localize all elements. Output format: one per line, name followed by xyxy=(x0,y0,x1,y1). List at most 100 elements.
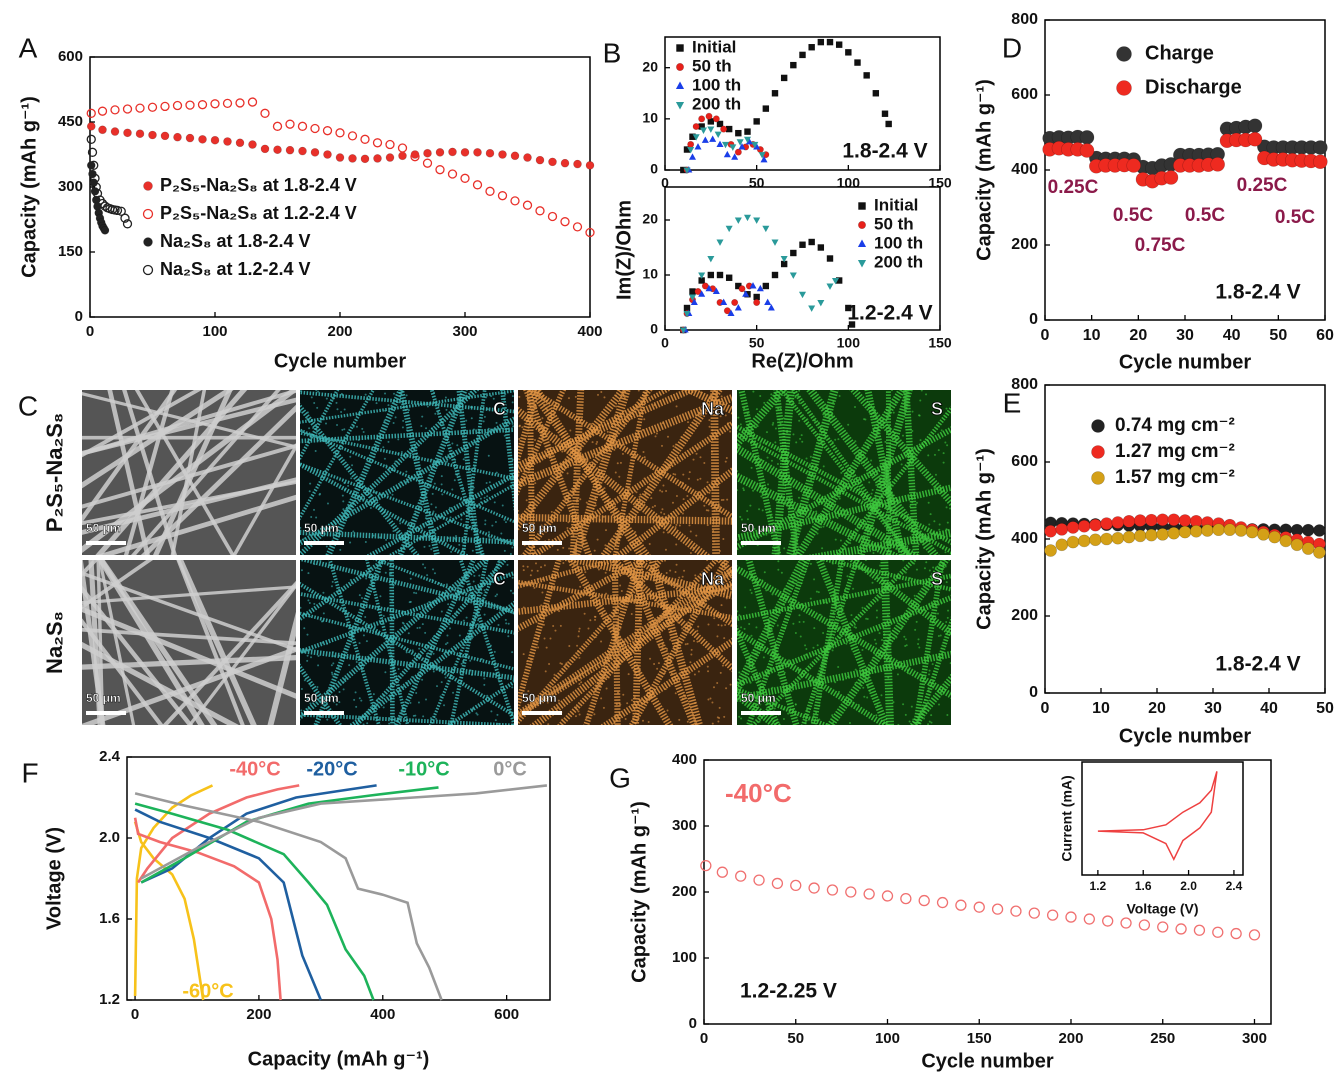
speckle xyxy=(370,507,372,509)
marker xyxy=(808,239,814,245)
speckle xyxy=(752,391,754,393)
speckle xyxy=(765,589,767,591)
speckle xyxy=(618,476,620,478)
speckle xyxy=(449,507,451,509)
speckle xyxy=(699,478,701,480)
speckle xyxy=(373,693,375,695)
speckle xyxy=(473,575,475,577)
marker xyxy=(708,272,714,278)
speckle xyxy=(690,552,692,554)
marker xyxy=(399,144,407,152)
speckle xyxy=(495,719,497,721)
marker xyxy=(687,141,693,147)
speckle xyxy=(327,502,329,504)
marker xyxy=(1011,906,1021,916)
speckle xyxy=(897,724,899,726)
marker xyxy=(1078,520,1090,532)
element-label: C xyxy=(493,569,506,589)
speckle xyxy=(486,495,488,497)
marker xyxy=(124,129,132,137)
speckle xyxy=(575,715,577,717)
marker xyxy=(536,207,544,215)
speckle xyxy=(615,471,617,473)
speckle xyxy=(703,505,705,507)
marker xyxy=(1157,514,1169,526)
x-tick-label: 50 xyxy=(1269,327,1287,344)
marker xyxy=(499,192,507,200)
marker xyxy=(274,122,282,130)
speckle xyxy=(424,632,426,634)
speckle xyxy=(410,601,412,603)
marker xyxy=(1045,545,1057,557)
speckle xyxy=(918,647,920,649)
marker xyxy=(286,146,294,154)
speckle xyxy=(656,433,658,435)
marker xyxy=(707,127,714,133)
speckle xyxy=(606,688,608,690)
x-axis-label: Voltage (V) xyxy=(1126,901,1198,917)
x-tick-label: 50 xyxy=(787,1030,804,1047)
speckle xyxy=(730,684,732,686)
legend-label: P₂S₅-Na₂S₈ at 1.8-2.4 V xyxy=(160,175,357,195)
speckle xyxy=(716,635,718,637)
speckle xyxy=(862,607,864,609)
speckle xyxy=(756,408,758,410)
speckle xyxy=(770,393,772,395)
rate-label: 0.5C xyxy=(1185,205,1225,226)
marker xyxy=(1080,130,1094,144)
marker xyxy=(772,878,782,888)
speckle xyxy=(531,570,533,572)
series-label: -10°C xyxy=(398,758,449,780)
marker xyxy=(199,135,207,143)
marker xyxy=(549,158,557,166)
speckle xyxy=(344,409,346,411)
speckle xyxy=(496,422,498,424)
speckle xyxy=(401,451,403,453)
marker xyxy=(827,885,837,895)
speckle xyxy=(628,673,630,675)
speckle xyxy=(436,685,438,687)
speckle xyxy=(593,713,595,715)
speckle xyxy=(792,623,794,625)
marker xyxy=(101,226,109,234)
speckle xyxy=(432,568,434,570)
speckle xyxy=(713,617,715,619)
speckle xyxy=(579,714,581,716)
speckle xyxy=(663,513,665,515)
speckle xyxy=(595,443,597,445)
speckle xyxy=(315,517,317,519)
marker xyxy=(1080,144,1094,158)
marker xyxy=(1190,525,1202,537)
marker xyxy=(161,132,169,140)
row-label: P₂S₅-Na₂S₈ xyxy=(42,413,67,532)
legend-marker xyxy=(676,82,684,89)
legend-label: Discharge xyxy=(1145,76,1242,98)
annotation: 1.8-2.4 V xyxy=(842,140,927,163)
speckle xyxy=(587,628,589,630)
speckle xyxy=(451,489,453,491)
marker xyxy=(311,148,319,156)
speckle xyxy=(522,565,524,567)
speckle xyxy=(465,420,467,422)
speckle xyxy=(947,522,949,524)
speckle xyxy=(311,396,313,398)
speckle xyxy=(475,712,477,714)
marker xyxy=(261,109,269,117)
speckle xyxy=(592,441,594,443)
speckle xyxy=(772,424,774,426)
speckle xyxy=(505,619,507,621)
line xyxy=(135,785,377,1000)
speckle xyxy=(762,509,764,511)
speckle xyxy=(413,592,415,594)
speckle xyxy=(306,634,308,636)
speckle xyxy=(580,681,582,683)
speckle xyxy=(695,535,697,537)
speckle xyxy=(764,571,766,573)
speckle xyxy=(902,435,904,437)
speckle xyxy=(799,438,801,440)
marker xyxy=(790,272,797,278)
speckle xyxy=(301,688,303,690)
speckle xyxy=(902,559,904,561)
speckle xyxy=(817,644,819,646)
speckle xyxy=(484,416,486,418)
